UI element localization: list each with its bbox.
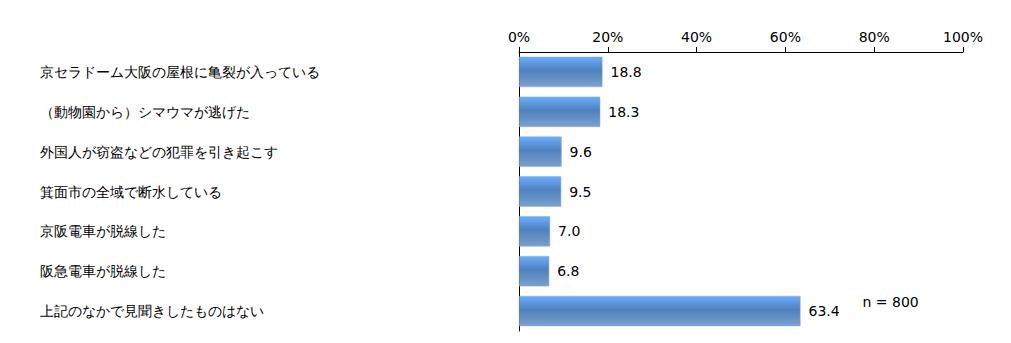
svg-text:18.3: 18.3 (608, 104, 639, 120)
svg-text:上記のなかで見聞きしたものはない: 上記のなかで見聞きしたものはない (40, 303, 264, 319)
svg-text:n = 800: n = 800 (862, 294, 918, 310)
svg-text:9.6: 9.6 (570, 144, 592, 160)
svg-text:0%: 0% (508, 29, 530, 45)
svg-text:6.8: 6.8 (557, 263, 579, 279)
svg-text:18.8: 18.8 (610, 64, 641, 80)
svg-text:京セラドーム大阪の屋根に亀裂が入っている: 京セラドーム大阪の屋根に亀裂が入っている (40, 64, 320, 80)
svg-text:外国人が窃盗などの犯罪を引き起こす: 外国人が窃盗などの犯罪を引き起こす (40, 144, 278, 160)
svg-text:箕面市の全域で断水している: 箕面市の全域で断水している (40, 184, 222, 200)
svg-text:63.4: 63.4 (808, 303, 839, 319)
svg-text:40%: 40% (681, 29, 712, 45)
svg-text:京阪電車が脱線した: 京阪電車が脱線した (40, 223, 166, 239)
svg-text:80%: 80% (859, 29, 890, 45)
svg-text:7.0: 7.0 (558, 223, 580, 239)
svg-text:9.5: 9.5 (569, 184, 591, 200)
svg-text:（動物園から）シマウマが逃げた: （動物園から）シマウマが逃げた (40, 104, 250, 120)
svg-text:阪急電車が脱線した: 阪急電車が脱線した (40, 263, 166, 279)
svg-text:100%: 100% (943, 29, 983, 45)
svg-text:60%: 60% (770, 29, 801, 45)
svg-text:20%: 20% (592, 29, 623, 45)
